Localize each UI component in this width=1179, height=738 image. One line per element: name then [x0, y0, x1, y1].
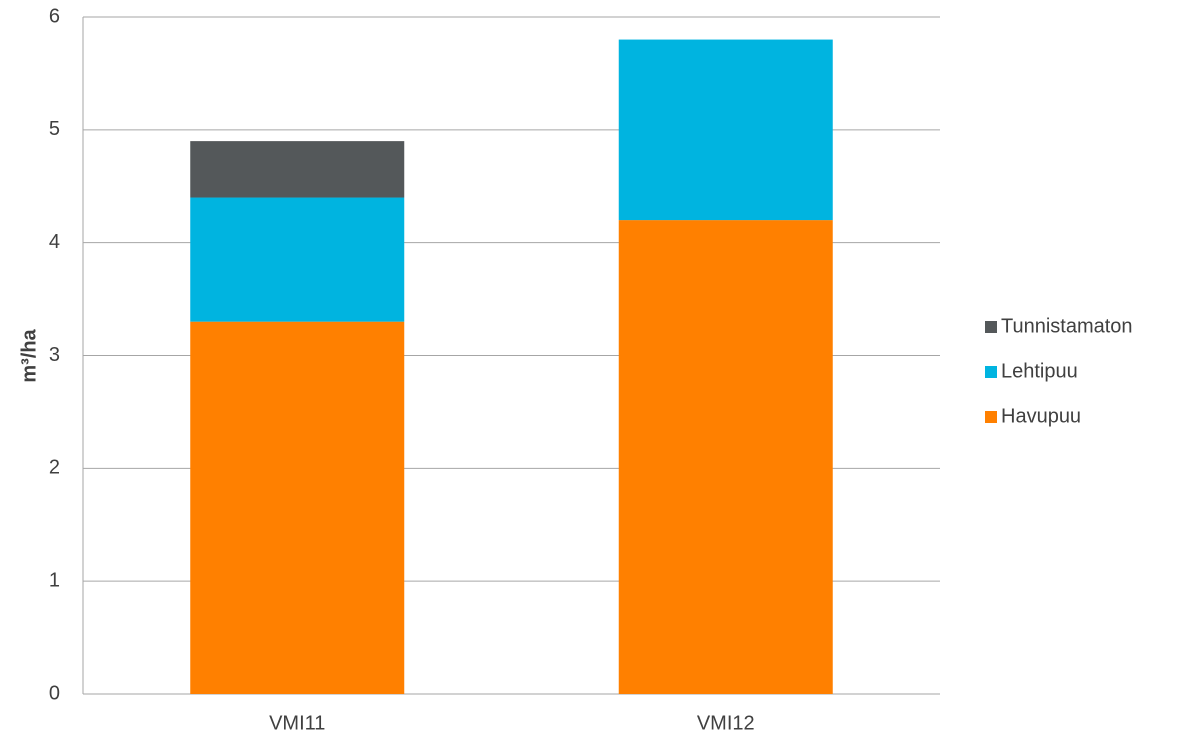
legend-label: Tunnistamaton	[1001, 315, 1133, 337]
legend-swatch	[985, 321, 997, 333]
bar-segment	[190, 321, 405, 694]
bar-segment	[190, 141, 405, 198]
y-tick-label: 3	[49, 344, 60, 366]
y-tick-label: 0	[49, 682, 60, 704]
y-tick-label: 4	[49, 231, 60, 253]
legend-swatch	[985, 366, 997, 378]
y-tick-label: 5	[49, 118, 60, 140]
x-tick-label: VMI12	[697, 712, 755, 734]
bar-segment	[618, 220, 833, 694]
y-tick-label: 6	[49, 5, 60, 27]
x-tick-label: VMI11	[269, 712, 325, 734]
legend-swatch	[985, 411, 997, 423]
y-tick-label: 2	[49, 457, 60, 479]
y-axis-label: m³/ha	[18, 328, 40, 382]
y-tick-label: 1	[49, 569, 60, 591]
legend-label: Lehtipuu	[1001, 360, 1078, 382]
bar-segment	[190, 197, 405, 322]
legend-label: Havupuu	[1001, 405, 1081, 427]
bar-segment	[618, 39, 833, 221]
